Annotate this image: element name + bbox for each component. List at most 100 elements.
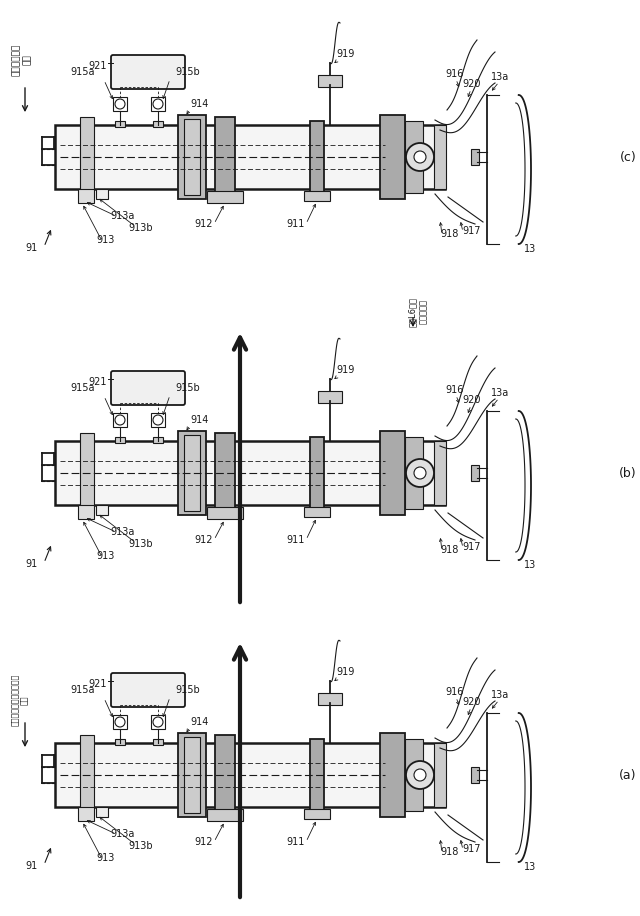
- Text: 919: 919: [336, 49, 355, 59]
- Text: 921: 921: [88, 679, 107, 689]
- Bar: [151, 715, 165, 729]
- Circle shape: [406, 761, 434, 789]
- FancyBboxPatch shape: [111, 55, 185, 89]
- Text: 921: 921: [88, 61, 107, 71]
- Bar: [115, 121, 125, 127]
- Text: 912: 912: [195, 535, 213, 545]
- Bar: [318, 693, 342, 705]
- Text: 919: 919: [336, 365, 355, 375]
- Bar: [151, 97, 165, 111]
- Text: 13: 13: [524, 560, 536, 570]
- Circle shape: [115, 717, 125, 727]
- Text: 918: 918: [440, 229, 458, 239]
- Text: 915b: 915b: [175, 685, 200, 695]
- Bar: [207, 809, 243, 821]
- Bar: [113, 715, 127, 729]
- Circle shape: [414, 151, 426, 163]
- Circle shape: [153, 99, 163, 109]
- Bar: [207, 191, 243, 203]
- FancyBboxPatch shape: [111, 371, 185, 405]
- Bar: [434, 441, 446, 505]
- Bar: [380, 733, 405, 817]
- Text: 911: 911: [287, 219, 305, 229]
- Text: 913: 913: [96, 853, 115, 863]
- Bar: [153, 437, 163, 443]
- Bar: [113, 97, 127, 111]
- Text: 918: 918: [440, 545, 458, 555]
- Bar: [78, 505, 94, 519]
- Text: 914: 914: [190, 717, 209, 727]
- Text: 13a: 13a: [491, 388, 509, 398]
- Text: 913b: 913b: [128, 539, 152, 549]
- Text: 913b: 913b: [128, 223, 152, 233]
- Text: 913a: 913a: [110, 211, 134, 221]
- Bar: [115, 437, 125, 443]
- Text: 13a: 13a: [491, 72, 509, 82]
- Text: 915a: 915a: [70, 685, 95, 695]
- Bar: [55, 125, 445, 189]
- Text: 919: 919: [336, 667, 355, 677]
- Bar: [471, 149, 479, 165]
- Text: 914: 914: [190, 99, 209, 109]
- Bar: [434, 743, 446, 807]
- Bar: [304, 191, 330, 201]
- Text: 917: 917: [462, 226, 481, 236]
- Circle shape: [406, 459, 434, 487]
- Text: 915b: 915b: [175, 383, 200, 393]
- Bar: [215, 735, 235, 815]
- Bar: [80, 735, 94, 815]
- Text: 913b: 913b: [128, 841, 152, 851]
- Bar: [178, 431, 206, 515]
- Text: ポンプにより
加圧: ポンプにより 加圧: [12, 44, 32, 76]
- Text: 920: 920: [463, 79, 481, 89]
- Text: 911: 911: [287, 837, 305, 847]
- Bar: [318, 75, 342, 87]
- Bar: [178, 115, 206, 199]
- Bar: [113, 413, 127, 427]
- Bar: [96, 189, 108, 199]
- Bar: [55, 441, 445, 505]
- Text: (a): (a): [620, 769, 637, 781]
- Text: 915b: 915b: [175, 67, 200, 77]
- Text: 917: 917: [462, 844, 481, 854]
- Circle shape: [153, 415, 163, 425]
- Bar: [405, 739, 423, 811]
- Bar: [153, 121, 163, 127]
- Bar: [310, 437, 324, 509]
- Text: 91: 91: [26, 243, 38, 253]
- Text: 91: 91: [26, 861, 38, 871]
- Circle shape: [153, 717, 163, 727]
- Bar: [115, 739, 125, 745]
- Bar: [96, 505, 108, 515]
- Text: 13: 13: [524, 862, 536, 872]
- Text: (c): (c): [620, 150, 636, 163]
- Text: 917: 917: [462, 542, 481, 552]
- Circle shape: [414, 467, 426, 479]
- Bar: [153, 739, 163, 745]
- Bar: [207, 507, 243, 519]
- Bar: [310, 739, 324, 811]
- Circle shape: [115, 99, 125, 109]
- Bar: [471, 465, 479, 481]
- Text: 921: 921: [88, 377, 107, 387]
- Bar: [151, 413, 165, 427]
- Text: 920: 920: [463, 395, 481, 405]
- Bar: [304, 507, 330, 517]
- Bar: [405, 437, 423, 509]
- Bar: [318, 391, 342, 403]
- Text: 916: 916: [446, 687, 464, 697]
- Bar: [184, 119, 200, 195]
- Circle shape: [406, 143, 434, 171]
- Text: 913a: 913a: [110, 527, 134, 537]
- FancyBboxPatch shape: [111, 673, 185, 707]
- Text: 配管L6より
水素含有水: 配管L6より 水素含有水: [408, 297, 428, 327]
- Text: 915a: 915a: [70, 383, 95, 393]
- Bar: [471, 767, 479, 783]
- Bar: [215, 433, 235, 513]
- Bar: [80, 117, 94, 197]
- Text: 吸引ポンプにより気体を
吸引: 吸引ポンプにより気体を 吸引: [11, 674, 29, 726]
- Bar: [380, 431, 405, 515]
- Bar: [215, 117, 235, 197]
- Text: 918: 918: [440, 847, 458, 857]
- Text: (b): (b): [619, 466, 637, 479]
